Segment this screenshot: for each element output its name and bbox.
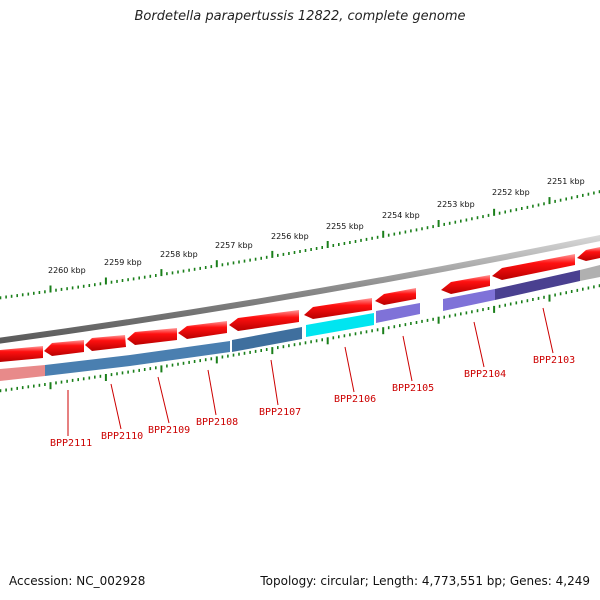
map-title: Bordetella parapertussis 12822, complete…: [134, 9, 466, 24]
genome-backbone: [0, 234, 600, 344]
gene-arrow: [44, 340, 84, 356]
kbp-label-2260: 2260 kbp: [48, 266, 86, 275]
gene-arrow: [577, 247, 600, 261]
accession-label: Accession: NC_002928: [9, 574, 146, 588]
leader-line: [110, 383, 122, 430]
gene-arrow: [178, 321, 227, 339]
gene-arrow: [492, 254, 575, 280]
gene-label-bpp2110: BPP2110: [101, 431, 143, 442]
kbp-label-2256: 2256 kbp: [271, 232, 309, 241]
gene-label-bpp2103: BPP2103: [533, 355, 575, 366]
gene-arrow: [127, 328, 177, 345]
kbp-label-2257: 2257 kbp: [215, 241, 253, 250]
gene-label-bpp2106: BPP2106: [334, 394, 376, 405]
gene-label-bpp2107: BPP2107: [259, 407, 301, 418]
gene-label-bpp2104: BPP2104: [464, 369, 506, 380]
kbp-label-2259: 2259 kbp: [104, 258, 142, 267]
leader-line: [473, 321, 485, 368]
cog-block: [45, 355, 130, 376]
cog-block: [130, 341, 230, 366]
kbp-label-group: 2260 kbp 2259 kbp 2258 kbp 2257 kbp 2256…: [48, 177, 585, 275]
gene-label-bpp2105: BPP2105: [392, 383, 434, 394]
gene-arrow: [441, 275, 490, 294]
cog-block: [580, 265, 600, 281]
gene-arrow: [0, 346, 43, 362]
cog-category-track: [0, 265, 600, 381]
cog-block: [0, 365, 45, 381]
cog-block: [443, 289, 495, 311]
gene-label-bpp2108: BPP2108: [196, 417, 238, 428]
cog-block: [232, 327, 302, 352]
leader-line: [157, 376, 170, 424]
kbp-label-2251: 2251 kbp: [547, 177, 585, 186]
gene-arrow: [304, 298, 372, 319]
leader-line: [402, 335, 413, 382]
kbp-label-2255: 2255 kbp: [326, 222, 364, 231]
leader-line: [542, 307, 554, 354]
genome-summary: Topology: circular; Length: 4,773,551 bp…: [260, 574, 590, 588]
cog-block: [495, 270, 580, 300]
forward-gene-track: [0, 247, 600, 362]
gene-arrow: [85, 335, 126, 351]
kbp-label-2254: 2254 kbp: [382, 211, 420, 220]
gene-label-group: BPP2111 BPP2110 BPP2109 BPP2108 BPP2107 …: [50, 355, 575, 449]
leader-line: [344, 346, 355, 393]
cog-block: [376, 303, 420, 323]
gene-leader-lines: [67, 307, 554, 436]
leader-line: [207, 369, 217, 416]
inner-tick-track: [0, 284, 600, 393]
kbp-label-2253: 2253 kbp: [437, 200, 475, 209]
kbp-tick-track: [0, 190, 600, 300]
gene-arrow: [229, 310, 299, 331]
gene-label-bpp2111: BPP2111: [50, 438, 92, 449]
leader-line: [270, 359, 279, 406]
cog-block: [306, 313, 374, 337]
kbp-label-2252: 2252 kbp: [492, 188, 530, 197]
gene-label-bpp2109: BPP2109: [148, 425, 190, 436]
gene-arrow: [375, 288, 416, 305]
kbp-label-2258: 2258 kbp: [160, 250, 198, 259]
